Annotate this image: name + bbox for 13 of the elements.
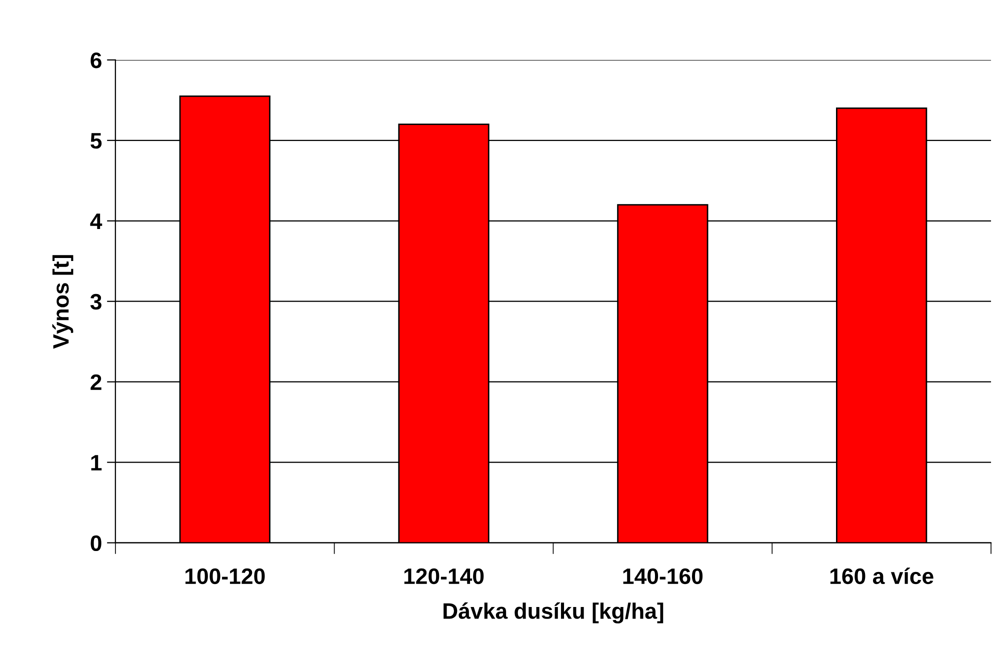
- y-tick-label: 4: [90, 214, 102, 229]
- y-tick-label: 0: [90, 535, 102, 552]
- y-tick-label: 5: [90, 133, 102, 149]
- y-axis-title: Výnos [t]: [52, 255, 74, 349]
- y-tick-label: 6: [90, 52, 102, 68]
- y-tick-label: 3: [90, 294, 102, 310]
- x-tick-label: 120-140: [404, 568, 484, 584]
- x-tick-label: 140-160: [623, 568, 703, 584]
- y-tick-label: 2: [90, 374, 102, 390]
- y-tick-label: 1: [91, 455, 102, 470]
- x-tick-label: 100-120: [185, 568, 265, 584]
- x-tick-label: 160 a více: [830, 568, 934, 584]
- x-axis-title: Dávka dusíku [kg/ha]: [444, 602, 664, 624]
